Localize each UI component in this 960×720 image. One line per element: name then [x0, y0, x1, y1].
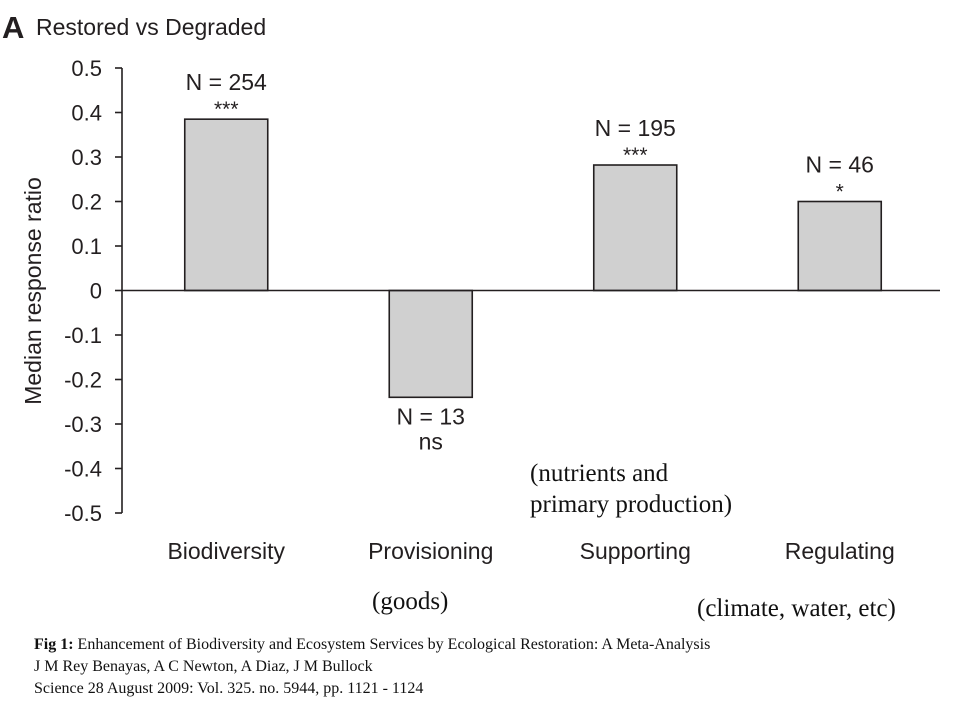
provisioning-note: (goods) [372, 588, 449, 615]
y-tick-label: -0.5 [64, 501, 102, 526]
n-label: N = 254 [186, 69, 267, 95]
caption-title-line: Fig 1: Enhancement of Biodiversity and E… [34, 634, 710, 656]
caption-title: Enhancement of Biodiversity and Ecosyste… [73, 636, 711, 653]
figure-caption: Fig 1: Enhancement of Biodiversity and E… [34, 634, 710, 700]
bar-regulating [797, 200, 883, 292]
bar-biodiversity [183, 118, 269, 292]
panel-letter: A [2, 10, 25, 45]
supporting-note-line1: (nutrients and [530, 460, 669, 487]
y-tick-label: 0.4 [71, 101, 102, 126]
y-axis-label: Median response ratio [20, 177, 46, 405]
bar-supporting [592, 164, 678, 292]
significance-label: * [836, 181, 844, 204]
significance-label: *** [214, 98, 239, 121]
supporting-note: (nutrients and primary production) [530, 458, 732, 521]
x-category-label: Provisioning [368, 538, 493, 564]
caption-citation: Science 28 August 2009: Vol. 325. no. 59… [34, 680, 424, 698]
caption-authors: J M Rey Benayas, A C Newton, A Diaz, J M… [34, 658, 373, 676]
y-tick-label: -0.4 [64, 457, 102, 482]
y-tick-label: -0.2 [64, 368, 102, 393]
y-tick-label: 0 [90, 279, 102, 304]
y-tick-label: -0.1 [64, 323, 102, 348]
x-category-label: Supporting [580, 538, 691, 564]
caption-fig-label: Fig 1: [34, 636, 74, 653]
y-tick-label: 0.2 [71, 190, 102, 215]
regulating-note: (climate, water, etc) [697, 595, 896, 622]
n-label: N = 195 [595, 115, 676, 141]
significance-label: *** [623, 144, 648, 167]
chart-title: Restored vs Degraded [36, 14, 267, 40]
bar-provisioning [388, 289, 474, 399]
n-label: N = 13 [397, 403, 465, 429]
y-tick-label: 0.5 [71, 56, 102, 81]
supporting-note-line2: primary production) [530, 491, 733, 519]
x-category-label: Regulating [785, 538, 895, 564]
x-category-label: Biodiversity [167, 538, 285, 564]
y-tick-label: -0.3 [64, 412, 102, 437]
y-tick-label: 0.1 [71, 234, 102, 259]
significance-label: ns [419, 428, 443, 454]
n-label: N = 46 [806, 152, 874, 178]
y-tick-label: 0.3 [71, 145, 102, 170]
